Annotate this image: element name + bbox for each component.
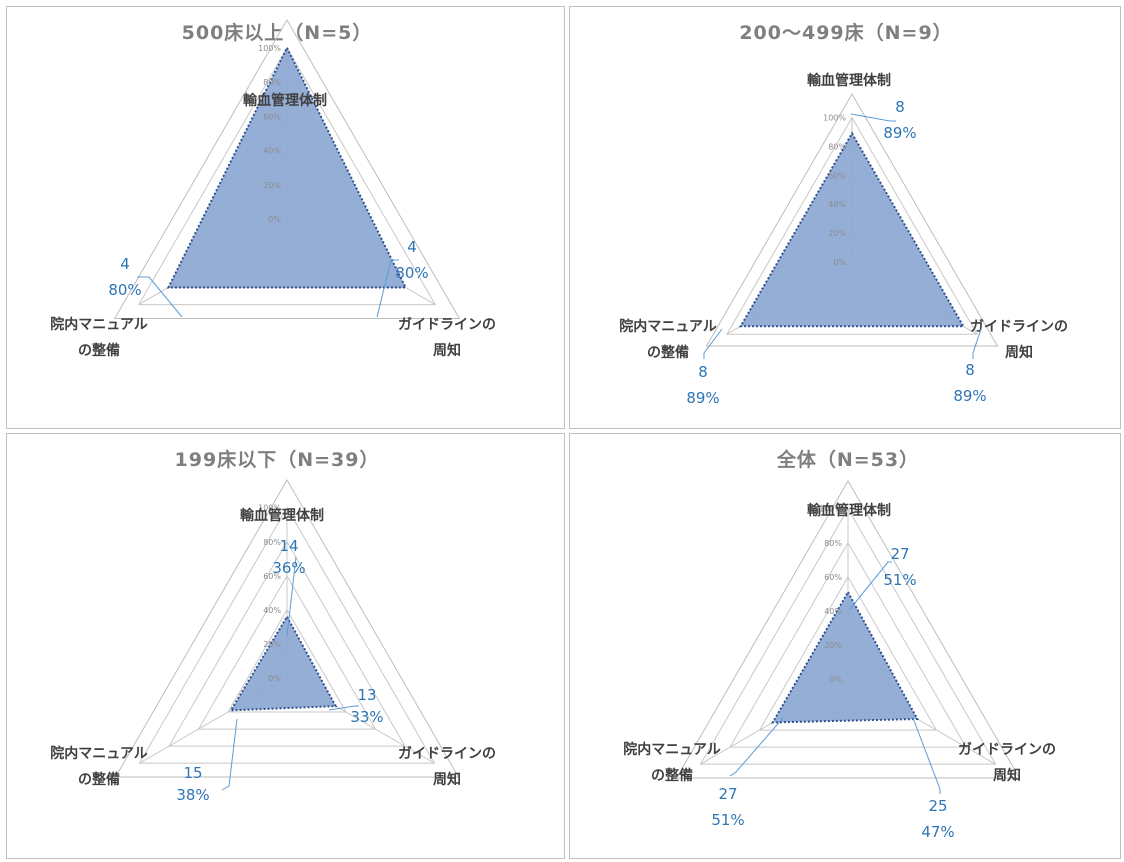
data-label-count: 15	[183, 764, 202, 782]
tick-label: 40%	[828, 200, 846, 209]
axis-label: ガイドラインの周知	[398, 317, 496, 359]
data-label-count: 8	[895, 98, 905, 116]
outer-frame	[113, 18, 461, 319]
tick-label: 0%	[833, 258, 846, 267]
data-label-count: 14	[279, 537, 298, 555]
outer-frame	[705, 93, 999, 347]
axis-label: ガイドラインの周知	[958, 742, 1056, 784]
data-label-percent: 38%	[176, 786, 209, 804]
data-label-percent: 80%	[395, 264, 428, 282]
tick-label: 100%	[258, 44, 281, 53]
grid-ring	[227, 608, 347, 713]
axis-label: ガイドラインの周知	[970, 319, 1068, 361]
grid-ring	[699, 507, 997, 765]
axis-label: 輸血管理体制	[807, 502, 891, 519]
chart-title: 199床以下（N=39）	[175, 448, 380, 471]
grid-ring	[138, 506, 436, 764]
tick-label: 60%	[828, 171, 846, 180]
data-label-leader	[221, 718, 238, 791]
tick-label: 60%	[824, 573, 842, 582]
grid-ring	[168, 540, 406, 747]
data-label-percent: 89%	[883, 124, 916, 142]
tick-label: 0%	[268, 215, 281, 224]
data-label-leader	[849, 561, 892, 610]
data-label-leader	[137, 276, 183, 318]
data-label-count: 13	[357, 686, 376, 704]
data-label-percent: 89%	[686, 389, 719, 407]
data-label-count: 25	[928, 797, 947, 815]
data-label-leader	[703, 328, 723, 359]
data-label-percent: 47%	[921, 823, 954, 841]
tick-label: 20%	[824, 641, 842, 650]
data-label-count: 27	[890, 545, 909, 563]
grid-ring	[758, 575, 938, 731]
data-label-count: 8	[965, 361, 975, 379]
data-label-percent: 51%	[883, 571, 916, 589]
data-label-leader	[729, 717, 784, 777]
chart-panel-500-plus: 500床以上（N=5） 0% 20% 40% 60% 80% 100% 輸血管理体制ガイドライ…	[6, 6, 565, 429]
outer-frame	[114, 478, 460, 778]
tick-label: 40%	[824, 607, 842, 616]
data-area	[166, 45, 408, 289]
radar-chart-total: 全体（N=53） 0% 20% 40% 60% 80% 100%輸血管理体制ガイドラインの周…	[623, 448, 1056, 841]
tick-label: 20%	[263, 181, 281, 190]
axis-label: 院内マニュアルの整備	[623, 741, 721, 784]
axis-label: 輸血管理体制	[243, 92, 327, 109]
data-label-percent: 80%	[108, 281, 141, 299]
data-area	[229, 614, 338, 712]
data-label-leader	[850, 113, 896, 122]
data-label-percent: 33%	[350, 708, 383, 726]
tick-label: 60%	[263, 572, 281, 581]
chart-panel-200-499: 200～499床（N=9） 0% 20% 40% 60% 80% 100% 輸血管理体制ガイド…	[569, 6, 1121, 429]
chart-panel-total: 全体（N=53） 0% 20% 40% 60% 80% 100% 輸血管理体制ガイドラインの周…	[569, 433, 1121, 859]
data-label-percent: 36%	[272, 559, 305, 577]
radar-chart-500-plus: 500床以上（N=5） 0% 20% 40% 60% 80% 100% 輸血管理体制ガイドライ…	[50, 18, 496, 359]
tick-label: 20%	[828, 229, 846, 238]
tick-label: 80%	[263, 78, 281, 87]
axis-label: 院内マニュアルの整備	[50, 316, 148, 359]
data-label-count: 4	[407, 238, 417, 256]
tick-label: 100%	[819, 505, 842, 514]
data-label-count: 8	[698, 363, 708, 381]
data-label-percent: 89%	[953, 387, 986, 405]
grid-ring	[197, 574, 377, 730]
tick-label: 80%	[263, 538, 281, 547]
grid-ring	[729, 541, 967, 748]
data-label-leader	[912, 717, 941, 794]
tick-label: 40%	[263, 606, 281, 615]
chart-panel-199-below: 199床以下（N=39） 0% 20% 40% 60% 80% 100% 輸血管理体制ガイドラ…	[6, 433, 565, 859]
radar-chart-200-499: 200～499床（N=9） 0% 20% 40% 60% 80% 100% 輸血管理体制ガイド…	[619, 21, 1068, 407]
chart-title: 500床以上（N=5）	[182, 21, 373, 44]
axis-label: 院内マニュアルの整備	[50, 745, 148, 788]
axis-label: 院内マニュアルの整備	[619, 318, 717, 361]
data-area	[771, 590, 919, 724]
tick-label: 0%	[829, 675, 842, 684]
data-label-leader	[376, 259, 399, 318]
tick-label: 60%	[263, 112, 281, 121]
data-label-leader	[286, 556, 297, 637]
chart-title: 200～499床（N=9）	[739, 21, 952, 44]
data-label-percent: 51%	[711, 811, 744, 829]
axis-label: 輸血管理体制	[240, 507, 324, 524]
data-label-leader	[972, 328, 982, 359]
data-label-leader	[328, 705, 359, 711]
axis-label: 輸血管理体制	[807, 72, 891, 89]
chart-title: 全体（N=53）	[776, 448, 919, 471]
data-label-count: 4	[120, 255, 130, 273]
tick-label: 20%	[263, 640, 281, 649]
data-area	[738, 131, 966, 328]
outer-frame	[675, 479, 1021, 779]
grid-ring	[726, 116, 978, 335]
radar-chart-199-below: 199床以下（N=39） 0% 20% 40% 60% 80% 100%輸血管理体制ガイドラ…	[50, 448, 496, 804]
data-label-count: 27	[718, 785, 737, 803]
tick-label: 80%	[828, 142, 846, 151]
tick-label: 80%	[824, 539, 842, 548]
axis-label: ガイドラインの周知	[398, 746, 496, 788]
tick-label: 40%	[263, 147, 281, 156]
tick-label: 0%	[268, 674, 281, 683]
tick-label: 100%	[258, 504, 281, 513]
grid-ring	[137, 46, 437, 306]
tick-label: 100%	[823, 114, 846, 123]
